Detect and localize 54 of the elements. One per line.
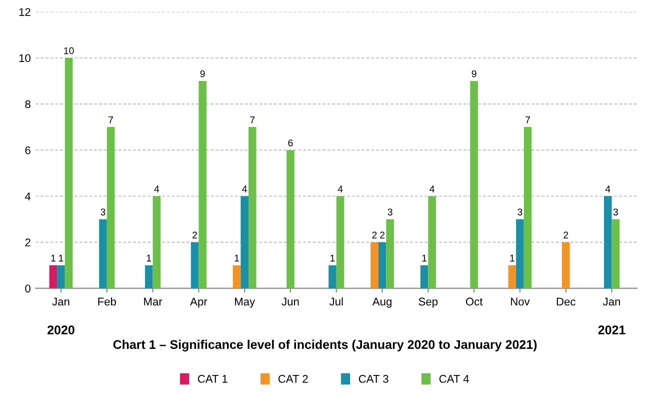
- y-tick-label: 8: [25, 100, 30, 108]
- x-tick-label: Mar: [144, 298, 162, 306]
- data-label: 4: [154, 186, 160, 192]
- x-tick-label: Sep: [418, 298, 438, 308]
- data-label: 1: [330, 254, 335, 262]
- text: 2021: [598, 326, 626, 334]
- x-tick-label: Feb: [98, 297, 116, 306]
- data-label: 4: [430, 186, 434, 192]
- data-label: 1: [422, 254, 426, 262]
- x-tick-label: Jun: [282, 298, 299, 306]
- data-label: 3: [518, 208, 522, 216]
- data-label: 2: [564, 232, 568, 238]
- data-label: 6: [288, 139, 293, 146]
- data-label: 7: [526, 116, 530, 124]
- x-tick-label: May: [235, 298, 256, 308]
- x-tick-label: Apr: [190, 298, 208, 308]
- data-label: 7: [250, 116, 255, 124]
- data-label: 9: [200, 70, 205, 78]
- x-tick-label: Jan: [602, 298, 620, 306]
- x-tick-label: Aug: [372, 298, 392, 308]
- x-tick-label: Oct: [466, 298, 483, 306]
- data-label: 3: [100, 208, 106, 216]
- legend-label: CAT 1: [198, 374, 228, 383]
- data-label: 4: [338, 186, 343, 192]
- legend-label: CAT 2: [278, 374, 308, 383]
- text: Chart 1 – Significance level of incidents (January 2020 to January 2021): [113, 340, 537, 352]
- x-tick-label: Dec: [556, 298, 576, 306]
- y-tick-label: 12: [19, 8, 30, 16]
- data-label: 4: [242, 186, 247, 192]
- y-tick-label: 4: [24, 192, 31, 200]
- x-tick-label: Jan: [52, 298, 70, 306]
- y-tick-label: 6: [25, 146, 30, 154]
- y-tick-label: 2: [25, 238, 30, 246]
- data-label: 1: [510, 254, 514, 262]
- data-label: 2: [380, 232, 384, 238]
- data-label: 1: [59, 254, 64, 262]
- text: 2020: [48, 326, 74, 334]
- y-tick-label: 0: [25, 284, 30, 292]
- data-label: 2: [192, 232, 197, 238]
- data-label: 2: [372, 232, 377, 238]
- data-label: 3: [613, 208, 618, 216]
- data-label: 4: [605, 186, 610, 192]
- data-label: 3: [388, 208, 392, 216]
- x-tick-label: Nov: [510, 298, 530, 306]
- data-label: 1: [146, 254, 152, 262]
- x-tick-label: Jul: [329, 297, 343, 306]
- data-label: 1: [51, 254, 56, 262]
- legend-label: CAT 3: [358, 374, 388, 383]
- data-label: 10: [64, 47, 74, 54]
- data-label: 1: [234, 254, 240, 262]
- data-label: 7: [108, 116, 114, 124]
- data-label: 9: [472, 70, 476, 78]
- y-tick-label: 10: [19, 54, 30, 62]
- legend-label: CAT 4: [439, 374, 469, 383]
